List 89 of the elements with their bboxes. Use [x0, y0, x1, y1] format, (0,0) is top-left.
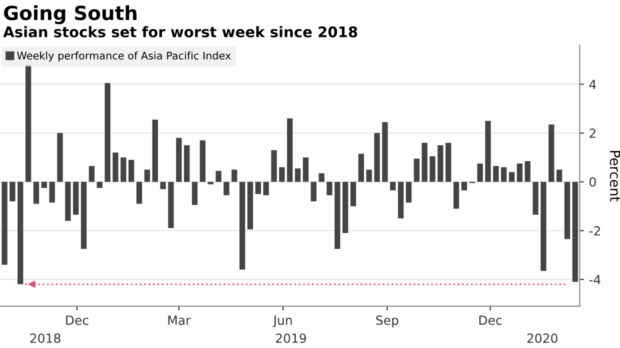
bar: [10, 182, 16, 202]
legend-label: Weekly performance of Asia Pacific Index: [17, 51, 231, 62]
bar: [255, 182, 261, 194]
bar: [422, 142, 428, 182]
bar: [192, 182, 198, 206]
x-tick-label: Dec: [66, 316, 88, 325]
bar: [334, 182, 340, 249]
bar: [287, 118, 293, 182]
bar: [390, 182, 396, 190]
bar: [540, 182, 546, 271]
bar: [508, 172, 515, 182]
bar: [516, 164, 523, 182]
bar: [18, 182, 24, 284]
bar: [406, 182, 412, 203]
x-tick-label: Sep: [376, 315, 398, 328]
bar: [65, 182, 71, 221]
bar: [493, 166, 499, 182]
x2-tick-label: 2020: [527, 334, 558, 343]
y-tick-label: -2: [589, 226, 600, 236]
bar: [461, 182, 468, 190]
bar: [41, 182, 47, 188]
bar: [310, 182, 316, 202]
bar: [57, 133, 63, 182]
y-tick-label: 4: [589, 80, 596, 90]
bar: [294, 168, 301, 182]
y-tick-label: 2: [590, 128, 596, 138]
bar: [184, 145, 190, 182]
bar: [453, 182, 460, 209]
bar: [73, 182, 79, 215]
bar: [88, 166, 95, 182]
bar: [446, 142, 452, 182]
bar: [572, 182, 578, 282]
bar: [350, 182, 356, 206]
bar: [524, 161, 530, 182]
bar: [374, 133, 380, 182]
bar: [263, 182, 269, 196]
bar: [176, 138, 182, 182]
bar: [564, 182, 570, 240]
bar: [501, 167, 507, 182]
bar: [302, 157, 309, 182]
bar: [279, 167, 285, 182]
x-tick-label: Mar: [168, 316, 191, 325]
bar: [216, 170, 222, 182]
bar: [247, 182, 254, 230]
bar: [224, 182, 230, 196]
bar: [49, 182, 55, 203]
bar: [438, 145, 444, 182]
bar: [33, 182, 40, 204]
bar: [152, 120, 158, 182]
chart-title: Going South: [4, 5, 136, 24]
bar: [358, 154, 364, 182]
bar: [239, 182, 246, 270]
bar: [414, 158, 420, 182]
bar: [326, 182, 332, 196]
bar: [160, 182, 166, 190]
chart-subtitle: Asian stocks set for worst week since 2018: [3, 26, 358, 38]
bar: [120, 157, 126, 182]
bar: [136, 182, 142, 204]
x-tick-label: Jun: [272, 316, 292, 328]
bar: [2, 182, 8, 265]
bar: [112, 152, 118, 182]
bar: [200, 140, 206, 182]
bar: [556, 170, 562, 182]
bar: [168, 182, 174, 228]
bar: [80, 182, 87, 249]
x2-tick-label: 2018: [30, 334, 60, 343]
bar: [430, 156, 436, 182]
bar: [104, 83, 110, 182]
bar: [366, 170, 372, 182]
bar: [342, 182, 348, 234]
bar: [398, 182, 404, 218]
y-axis-title: Percent: [610, 150, 620, 202]
bar: [485, 120, 491, 182]
x2-tick-label: 2019: [276, 334, 306, 343]
bar: [548, 124, 554, 182]
bar: [232, 170, 238, 182]
bar: [382, 122, 388, 182]
bar: [271, 150, 277, 182]
y-tick-label: 0: [590, 177, 596, 187]
bar: [532, 182, 538, 215]
bar: [96, 182, 102, 188]
bar: [128, 160, 134, 182]
y-tick-label: -4: [589, 275, 600, 284]
bar: [25, 64, 32, 182]
bar: [144, 170, 150, 182]
bar: [477, 164, 483, 182]
bar: [208, 182, 214, 184]
bar: [318, 173, 324, 182]
x-tick-label: Dec: [479, 316, 502, 325]
